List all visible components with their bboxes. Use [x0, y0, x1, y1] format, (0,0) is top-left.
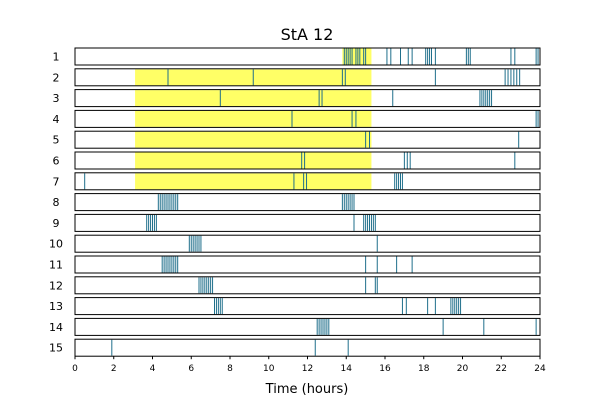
raster-row: 3	[53, 89, 541, 108]
row-frame	[74, 213, 541, 232]
row-frame	[74, 317, 541, 336]
row-label: 9	[53, 217, 60, 230]
x-tick-label: 8	[227, 364, 233, 374]
x-tick-label: 14	[341, 364, 353, 374]
x-axis-ticks: 0 2 4 6 8 10 12 14 16 18 20 22 24	[72, 356, 546, 374]
row-label: 1	[53, 51, 60, 64]
row-frame	[74, 109, 541, 128]
row-label: 3	[53, 92, 60, 105]
row-label: 11	[49, 259, 63, 272]
row-frame	[74, 297, 541, 316]
row-frame	[74, 130, 541, 149]
chart-title: StA 12	[281, 25, 334, 44]
highlight-span	[135, 152, 372, 169]
raster-row: 11	[49, 255, 541, 274]
row-label: 5	[53, 134, 60, 147]
highlight-span	[135, 110, 372, 127]
row-label: 12	[49, 279, 63, 292]
raster-row: 10	[49, 234, 541, 253]
row-label: 14	[49, 321, 63, 334]
row-frame	[74, 338, 541, 357]
raster-row: 15	[49, 338, 541, 357]
raster-row: 1	[53, 47, 541, 66]
raster-row: 7	[53, 172, 541, 191]
highlight-span	[135, 131, 372, 148]
x-axis-label: Time (hours)	[265, 382, 349, 397]
row-frame	[74, 89, 541, 108]
row-frame	[74, 193, 541, 212]
x-tick-label: 16	[379, 364, 391, 374]
raster-row: 2	[53, 68, 541, 87]
row-label: 15	[49, 342, 63, 355]
row-frame	[74, 68, 541, 87]
raster-row: 4	[53, 109, 541, 128]
row-frame	[74, 151, 541, 170]
x-tick-label: 22	[496, 364, 507, 374]
highlight-span	[135, 90, 372, 107]
x-tick-label: 2	[111, 364, 117, 374]
x-tick-label: 18	[418, 364, 430, 374]
x-tick-label: 0	[72, 364, 78, 374]
raster-row: 13	[49, 297, 541, 316]
x-tick-label: 24	[534, 364, 546, 374]
row-frame	[74, 47, 541, 66]
row-frame	[74, 172, 541, 191]
row-frame	[74, 234, 541, 253]
raster-row: 5	[53, 130, 541, 149]
row-label: 13	[49, 300, 63, 313]
row-label: 7	[53, 175, 60, 188]
row-label: 2	[53, 71, 60, 84]
row-label: 8	[53, 196, 60, 209]
raster-row: 14	[49, 317, 541, 336]
raster-row: 6	[53, 151, 541, 170]
row-label: 10	[49, 238, 63, 251]
raster-row: 12	[49, 276, 541, 295]
row-label: 6	[53, 155, 60, 168]
row-frame	[74, 255, 541, 274]
x-tick-label: 20	[457, 364, 469, 374]
x-tick-label: 6	[188, 364, 194, 374]
row-label: 4	[53, 113, 60, 126]
x-tick-label: 4	[150, 364, 156, 374]
x-tick-label: 12	[302, 364, 313, 374]
raster-row: 8	[53, 193, 541, 212]
row-frame	[74, 276, 541, 295]
highlight-span	[135, 173, 372, 190]
raster-row: 9	[53, 213, 541, 232]
x-tick-label: 10	[263, 364, 275, 374]
